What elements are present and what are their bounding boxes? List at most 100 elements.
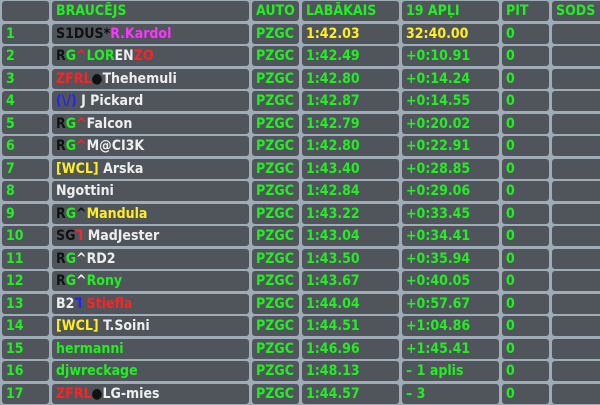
- driver-cell: RG^LORENZO: [52, 46, 249, 66]
- position-cell: 7: [2, 158, 49, 179]
- driver-name-part: MadJester: [83, 228, 160, 244]
- header-row: BRAUCĒJS AUTO LABĀKAIS 19 APĻI PIT SODS: [0, 0, 600, 23]
- position-cell: 10: [2, 226, 49, 246]
- position-cell: 11: [2, 248, 49, 269]
- header-best-lap[interactable]: LABĀKAIS: [302, 1, 399, 21]
- driver-name-part: R.Kardol: [110, 25, 172, 42]
- car-cell: PZGC: [252, 383, 299, 404]
- table-row[interactable]: 2 RG^LORENZO PZGC 1:42.49 +0:10.91 0: [0, 45, 600, 68]
- race-time-cell: +0:22.91: [402, 136, 499, 156]
- table-row[interactable]: 10 SGᒣ MadJester PZGC 1:43.04 +0:34.41 0: [0, 225, 600, 248]
- driver-name-part: G: [65, 273, 77, 289]
- car-cell: PZGC: [252, 68, 299, 89]
- table-row[interactable]: 3 ZFRL●Thehemuli PZGC 1:42.80 +0:14.24 0: [0, 68, 600, 91]
- driver-cell: djwreckage: [52, 361, 249, 381]
- table-row[interactable]: 6 RG^M@CI3K PZGC 1:42.80 +0:22.91 0: [0, 135, 600, 158]
- table-row[interactable]: 7 [WCL] Arska PZGC 1:43.40 +0:28.85 0: [0, 158, 600, 181]
- header-race-time[interactable]: 19 APĻI: [402, 1, 499, 21]
- header-car[interactable]: AUTO: [252, 1, 299, 21]
- driver-name-part: R: [56, 138, 66, 154]
- best-lap-cell: 1:43.67: [302, 271, 399, 291]
- driver-cell: RG^RD2: [52, 248, 249, 269]
- header-penalty[interactable]: SODS: [552, 1, 600, 21]
- driver-cell: RG^Falcon: [52, 113, 249, 134]
- driver-name-part: *: [103, 25, 111, 42]
- position-cell: 12: [2, 271, 49, 291]
- race-time-cell: 32:40.00: [402, 23, 499, 44]
- table-row[interactable]: 16 djwreckage PZGC 1:48.13– 1 aplis 0: [0, 360, 600, 383]
- race-time-cell: +0:29.06: [402, 181, 499, 201]
- driver-cell: RG^Mandula: [52, 203, 249, 224]
- table-row[interactable]: 1 S1DUS*R.Kardol PZGC 1:42.03 32:40.00 0: [0, 23, 600, 46]
- driver-name-part: R: [56, 115, 66, 132]
- car-cell: PZGC: [252, 361, 299, 381]
- race-time-cell: +1:04.86: [402, 316, 499, 336]
- table-row[interactable]: 8 Ngottini PZGC 1:42.84 +0:29.06 0: [0, 180, 600, 203]
- driver-name-part: ^: [76, 250, 87, 267]
- driver-name-part: ●: [91, 385, 103, 402]
- race-time-cell: +0:34.41: [402, 226, 499, 246]
- driver-cell: hermanni: [52, 338, 249, 359]
- driver-name-part: RD2: [86, 250, 116, 267]
- best-lap-cell: 1:42.80: [302, 136, 399, 156]
- table-row[interactable]: 4 (\/) J Pickard PZGC 1:42.87 +0:14.55 0: [0, 90, 600, 113]
- header-driver[interactable]: BRAUCĒJS: [52, 1, 249, 21]
- driver-name-part: [WCL]: [56, 318, 99, 334]
- table-row[interactable]: 5 RG^Falcon PZGC 1:42.79 +0:20.02 0: [0, 113, 600, 136]
- race-time-cell: – 3: [402, 383, 499, 404]
- position-cell: 5: [2, 113, 49, 134]
- driver-cell: SGᒣ MadJester: [52, 226, 249, 246]
- driver-name-part: B2: [56, 295, 75, 312]
- pit-cell: 0: [502, 248, 549, 269]
- driver-name-part: Stiefla: [82, 295, 133, 312]
- penalty-cell: [552, 91, 600, 111]
- driver-name-part: [WCL]: [56, 160, 99, 177]
- table-row[interactable]: 11 RG^RD2 PZGC 1:43.50 +0:35.94 0: [0, 248, 600, 271]
- table-row[interactable]: 9 RG^Mandula PZGC 1:43.22 +0:33.45 0: [0, 203, 600, 226]
- driver-name-part: LOR: [86, 48, 115, 64]
- car-cell: PZGC: [252, 293, 299, 314]
- driver-name-part: J Pickard: [76, 93, 144, 109]
- penalty-cell: [552, 361, 600, 381]
- driver-name-part: R: [56, 48, 66, 64]
- position-cell: 6: [2, 136, 49, 156]
- header-pit[interactable]: PIT: [502, 1, 549, 21]
- driver-name-part: R: [56, 205, 66, 222]
- best-lap-cell: 1:44.57: [302, 383, 399, 404]
- driver-name-part: ^: [76, 48, 87, 64]
- driver-name-part: ZFRL: [56, 70, 92, 87]
- driver-name-part: djwreckage: [56, 363, 138, 379]
- driver-name-part: Falcon: [86, 115, 133, 132]
- penalty-cell: [552, 383, 600, 404]
- driver-cell: ZFRL●LG-mies: [52, 383, 249, 404]
- driver-cell: [WCL] T.Soini: [52, 316, 249, 336]
- best-lap-cell: 1:46.96: [302, 338, 399, 359]
- table-row[interactable]: 12 RG^Rony PZGC 1:43.67 +0:40.05 0: [0, 270, 600, 293]
- car-cell: PZGC: [252, 226, 299, 246]
- driver-name-part: Rony: [86, 273, 123, 289]
- penalty-cell: [552, 271, 600, 291]
- penalty-cell: [552, 248, 600, 269]
- car-cell: PZGC: [252, 46, 299, 66]
- best-lap-cell: 1:43.22: [302, 203, 399, 224]
- pit-cell: 0: [502, 293, 549, 314]
- driver-name-part: ^: [76, 273, 87, 289]
- pit-cell: 0: [502, 23, 549, 44]
- table-row[interactable]: 13 B2ᒣ Stiefla PZGC 1:44.04 +0:57.67 0: [0, 293, 600, 316]
- position-cell: 14: [2, 316, 49, 336]
- penalty-cell: [552, 158, 600, 179]
- driver-name-part: ^: [76, 138, 87, 154]
- driver-name-part: T.Soini: [98, 318, 150, 334]
- race-time-cell: +0:33.45: [402, 203, 499, 224]
- best-lap-cell: 1:43.40: [302, 158, 399, 179]
- race-time-cell: +1:45.41: [402, 338, 499, 359]
- driver-cell: S1DUS*R.Kardol: [52, 23, 249, 44]
- best-lap-cell: 1:43.04: [302, 226, 399, 246]
- car-cell: PZGC: [252, 338, 299, 359]
- driver-name-part: Mandula: [86, 205, 148, 222]
- best-lap-cell: 1:42.80: [302, 68, 399, 89]
- table-row[interactable]: 15 hermanni PZGC 1:46.96 +1:45.41 0: [0, 338, 600, 361]
- table-row[interactable]: 14 [WCL] T.Soini PZGC 1:44.51 +1:04.86 0: [0, 315, 600, 338]
